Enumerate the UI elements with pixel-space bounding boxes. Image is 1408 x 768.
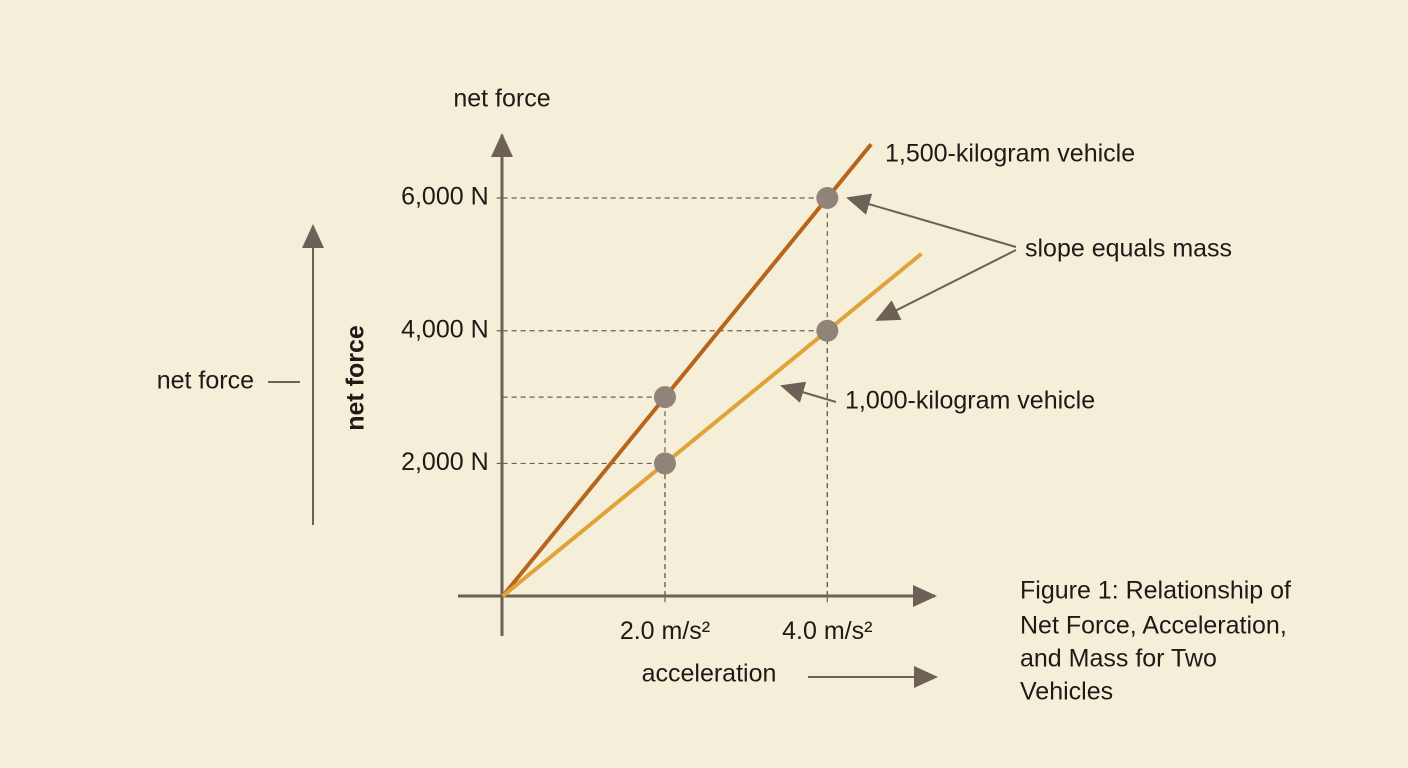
caption-line: Vehicles — [1020, 678, 1113, 706]
data-point — [816, 319, 839, 342]
annotation-arrow — [846, 193, 1017, 248]
series-line — [501, 142, 873, 598]
caption-line: Figure 1: Relationship of — [1020, 577, 1291, 605]
y-axis-title: net force — [342, 325, 370, 431]
y-tick-label: 2,000 N — [401, 448, 489, 476]
data-point — [653, 452, 676, 475]
y-label: net force — [453, 85, 550, 113]
side-label: net force — [157, 367, 254, 395]
series-label: 1,000-kilogram vehicle — [845, 387, 1095, 415]
y-tick-label: 6,000 N — [401, 183, 489, 211]
caption: Figure 1: Relationship of Net Force, Acc… — [1020, 577, 1291, 706]
x-tick-label: 2.0 m/s² — [620, 617, 710, 645]
data-point — [816, 187, 839, 209]
label-arrow — [780, 381, 837, 403]
caption-line: Net Force, Acceleration, — [1020, 612, 1287, 640]
x-label: acceleration — [642, 660, 777, 688]
annotation: slope equals mass — [1025, 235, 1232, 263]
annotation-arrow — [875, 249, 1017, 321]
series-label: 1,500-kilogram vehicle — [885, 140, 1135, 168]
series-line — [501, 252, 923, 598]
data-point — [653, 386, 676, 409]
x-tick-label: 4.0 m/s² — [782, 617, 872, 645]
y-tick-label: 4,000 N — [401, 315, 489, 343]
caption-line: and Mass for Two — [1020, 645, 1217, 673]
